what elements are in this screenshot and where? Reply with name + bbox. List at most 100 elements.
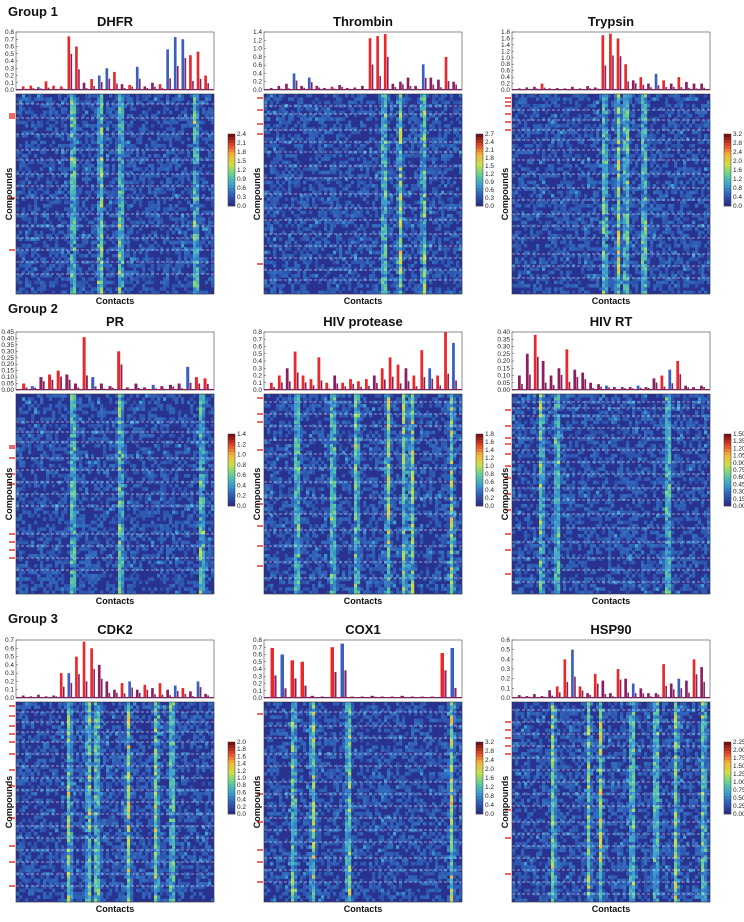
heatmap-cell (393, 127, 397, 131)
heatmap-cell (426, 207, 430, 211)
heatmap-cell (121, 267, 125, 271)
heatmap-cell (351, 217, 355, 221)
heatmap-cell (70, 137, 74, 141)
heatmap-cell (336, 204, 340, 208)
heatmap-cell (563, 277, 567, 281)
heatmap-cell (366, 260, 370, 265)
heatmap-cell (429, 180, 433, 185)
heatmap-cell (336, 177, 340, 181)
heatmap-cell (73, 180, 77, 185)
heatmap-cell (196, 117, 200, 121)
heatmap-cell (297, 207, 301, 211)
heatmap-cell (79, 140, 83, 145)
heatmap-cell (109, 274, 113, 278)
heatmap-cell (363, 237, 367, 241)
heatmap-cell (184, 157, 188, 161)
heatmap-cell (97, 270, 101, 275)
heatmap-cell (554, 124, 558, 128)
bar (82, 82, 86, 90)
heatmap-cell (297, 214, 301, 218)
heatmap-cell (539, 187, 543, 191)
heatmap-cell (375, 237, 379, 241)
heatmap-cell (282, 254, 286, 258)
heatmap-cell (169, 187, 173, 191)
heatmap-cell (399, 150, 403, 155)
heatmap-cell (61, 230, 65, 235)
heatmap-cell (70, 164, 74, 168)
heatmap-cell (330, 187, 334, 191)
heatmap-cell (76, 267, 80, 271)
heatmap-cell (97, 220, 101, 225)
heatmap-cell (91, 254, 95, 258)
heatmap-cell (199, 270, 203, 275)
heatmap-cell (19, 184, 23, 188)
heatmap-cell (34, 197, 38, 201)
heatmap-cell (336, 267, 340, 271)
heatmap-cell (94, 174, 98, 178)
heatmap-cell (178, 117, 182, 121)
heatmap-cell (378, 267, 382, 271)
heatmap-cell (85, 100, 89, 105)
heatmap-cell (40, 160, 44, 165)
heatmap-cell (279, 290, 283, 295)
heatmap-cell (64, 107, 68, 111)
heatmap-cell (130, 187, 134, 191)
heatmap-cell (160, 124, 164, 128)
heatmap-cell (282, 284, 286, 288)
heatmap-cell (49, 144, 53, 148)
heatmap-cell (381, 290, 385, 295)
heatmap-cell (390, 174, 394, 178)
heatmap-cell (34, 230, 38, 235)
heatmap-cell (294, 124, 298, 128)
heatmap-cell (524, 214, 528, 218)
heatmap-cell (193, 100, 197, 105)
heatmap-cell (300, 124, 304, 128)
heatmap-cell (527, 217, 531, 221)
heatmap-cell (121, 150, 125, 155)
heatmap-cell (49, 254, 53, 258)
bar (173, 37, 177, 90)
heatmap-cell (139, 290, 143, 295)
heatmap-cell (417, 250, 421, 255)
heatmap-cell (273, 97, 277, 101)
heatmap-cell (127, 170, 131, 175)
heatmap-cell (211, 130, 215, 135)
heatmap-cell (333, 167, 337, 171)
heatmap-cell (438, 217, 442, 221)
heatmap-cell (267, 154, 271, 158)
heatmap-cell (73, 197, 77, 201)
heatmap-cell (193, 290, 197, 295)
heatmap-cell (94, 254, 98, 258)
heatmap-cell (202, 100, 206, 105)
heatmap-cell (396, 210, 400, 215)
heatmap-cell (285, 124, 289, 128)
heatmap-cell (333, 194, 337, 198)
heatmap-cell (208, 150, 212, 155)
heatmap-cell (157, 174, 161, 178)
group-2-label: Group 2 (8, 301, 58, 316)
heatmap-cell (160, 164, 164, 168)
heatmap-cell (378, 250, 382, 255)
x-axis-label: Contacts (96, 296, 135, 306)
heatmap-cell (61, 100, 65, 105)
heatmap-cell (536, 214, 540, 218)
heatmap-cell (169, 164, 173, 168)
heatmap-cell (211, 244, 215, 248)
heatmap-cell (211, 254, 215, 258)
heatmap-cell (52, 247, 56, 251)
heatmap-cell (536, 287, 540, 291)
heatmap-cell (193, 157, 197, 161)
heatmap-cell (420, 250, 424, 255)
heatmap-cell (19, 107, 23, 111)
heatmap-cell (172, 97, 176, 101)
heatmap-cell (339, 237, 343, 241)
heatmap-cell (273, 280, 277, 285)
heatmap-cell (184, 170, 188, 175)
heatmap-cell (399, 117, 403, 121)
heatmap-cell (94, 167, 98, 171)
heatmap-cell (453, 277, 457, 281)
heatmap-cell (190, 260, 194, 265)
heatmap-cell (399, 94, 403, 98)
heatmap-cell (393, 214, 397, 218)
heatmap-cell (336, 277, 340, 281)
